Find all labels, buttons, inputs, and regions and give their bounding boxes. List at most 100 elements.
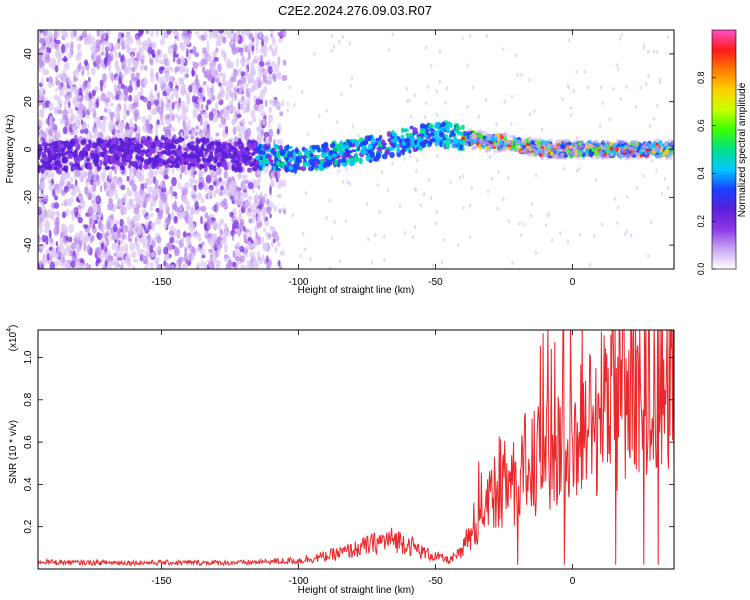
spectrogram-cell [133, 97, 137, 103]
spectrogram-cell [94, 130, 99, 141]
spectrogram-cell [87, 80, 92, 90]
spectrogram-cell [107, 30, 111, 36]
spectrogram-cell [409, 114, 412, 119]
spectrogram-cell [293, 166, 298, 174]
spectrogram-cell [170, 190, 174, 199]
spectrogram-cell [135, 170, 142, 178]
spectrogram-cell [549, 139, 553, 143]
spectrogram-cell [559, 152, 564, 156]
spectrogram-cell [408, 98, 411, 103]
spectrogram-cell [225, 232, 230, 237]
spectrogram-cell [602, 140, 606, 144]
spectrogram-cell [167, 45, 174, 55]
spectrogram-cell [539, 138, 544, 142]
spectrogram-cell [597, 154, 602, 158]
spectrogram-cell [387, 48, 391, 53]
spectrogram-cell [237, 101, 241, 110]
spectrogram-cell [190, 153, 194, 160]
spectrogram-cell [134, 212, 141, 222]
spectrogram-cell [47, 208, 53, 219]
spectrogram-cell [609, 153, 614, 157]
spectrogram-cell [215, 263, 221, 269]
spectrogram-cell [143, 259, 148, 265]
spectrogram-cell [442, 237, 446, 242]
spectrogram-cell [124, 256, 130, 264]
spectrogram-cell [130, 251, 137, 259]
spectrogram-cell [156, 119, 160, 126]
spectrogram-cell [184, 134, 189, 140]
y-tick-label: 0.4 [23, 477, 34, 491]
spectrogram-cell [97, 179, 101, 185]
spectrogram-cell [191, 145, 196, 152]
spectrogram-cell [247, 196, 253, 201]
spectrogram-cell [234, 91, 237, 101]
spectrogram-cell [572, 152, 577, 156]
spectrogram-cell [104, 107, 108, 113]
spectrogram-cell [223, 164, 229, 171]
spectrogram-cell [298, 150, 302, 157]
spectrogram-cell [197, 138, 203, 143]
spectrogram-cell [278, 38, 283, 43]
spectrogram-cell [568, 38, 571, 43]
spectrogram-cell [239, 245, 245, 253]
spectrogram-cell [223, 170, 228, 179]
spectrogram-cell [594, 140, 599, 144]
spectrogram-cell [413, 225, 417, 229]
spectrogram-cell [198, 182, 204, 190]
spectrogram-cell [164, 102, 171, 111]
spectrogram-cell [655, 168, 658, 173]
spectrogram-cell [149, 67, 154, 77]
spectrogram-cell [102, 65, 105, 70]
spectrogram-cell [89, 217, 93, 225]
spectrogram-cell [40, 167, 46, 172]
spectrogram-cell [273, 143, 278, 149]
spectrogram-cell [239, 255, 245, 263]
spectrogram-cell [130, 66, 136, 73]
spectrogram-cell [122, 226, 126, 234]
spectrogram-cell [495, 122, 498, 127]
spectrogram-cell [337, 169, 340, 174]
spectrogram-cell [155, 71, 159, 80]
spectrogram-cell [274, 170, 278, 179]
spectrogram-cell [145, 215, 150, 221]
spectrogram-cell [239, 57, 246, 66]
spectrogram-cell [634, 145, 639, 149]
spectrogram-cell [406, 99, 409, 104]
spectrogram-cell [158, 67, 164, 74]
spectrogram-cell [252, 116, 257, 123]
spectrogram-cell [159, 209, 164, 217]
spectrogram-cell [44, 37, 50, 46]
spectrogram-cell [365, 202, 369, 206]
spectrogram-cell [42, 67, 45, 72]
colorbar-tick-label: 0.2 [696, 215, 706, 228]
spectrogram-cell [348, 141, 353, 148]
spectrogram-cell [64, 166, 69, 174]
spectrogram-cell [115, 248, 120, 253]
spectrogram-cell [130, 53, 135, 61]
spectrogram-cell [272, 238, 276, 244]
spectrogram-cell [110, 52, 114, 57]
spectrogram-cell [223, 81, 229, 87]
spectrogram-cell [381, 170, 384, 175]
spectrogram-cell [103, 181, 107, 191]
spectrogram-cell [254, 225, 257, 234]
spectrogram-cell [221, 90, 225, 98]
spectrogram-cell [182, 153, 189, 159]
spectrogram-cell [572, 88, 576, 93]
spectrogram-cell [530, 201, 534, 206]
spectrogram-cell [184, 182, 190, 189]
spectrogram-cell [135, 191, 141, 201]
spectrogram-cell [237, 79, 243, 85]
spectrogram-cell [431, 263, 435, 268]
spectrogram-cell [174, 157, 179, 165]
spectrogram-cell [225, 93, 230, 101]
spectrogram-cell [670, 152, 674, 156]
spectrogram-cell [132, 59, 137, 65]
spectrogram-cell [135, 35, 139, 41]
spectrogram-cell [202, 66, 206, 74]
spectrogram-cell [183, 39, 189, 46]
spectrogram-cell [269, 99, 273, 106]
spectrogram-cell [68, 197, 74, 203]
spectrogram-cell [279, 111, 284, 117]
y-tick-label: 40 [23, 48, 34, 60]
